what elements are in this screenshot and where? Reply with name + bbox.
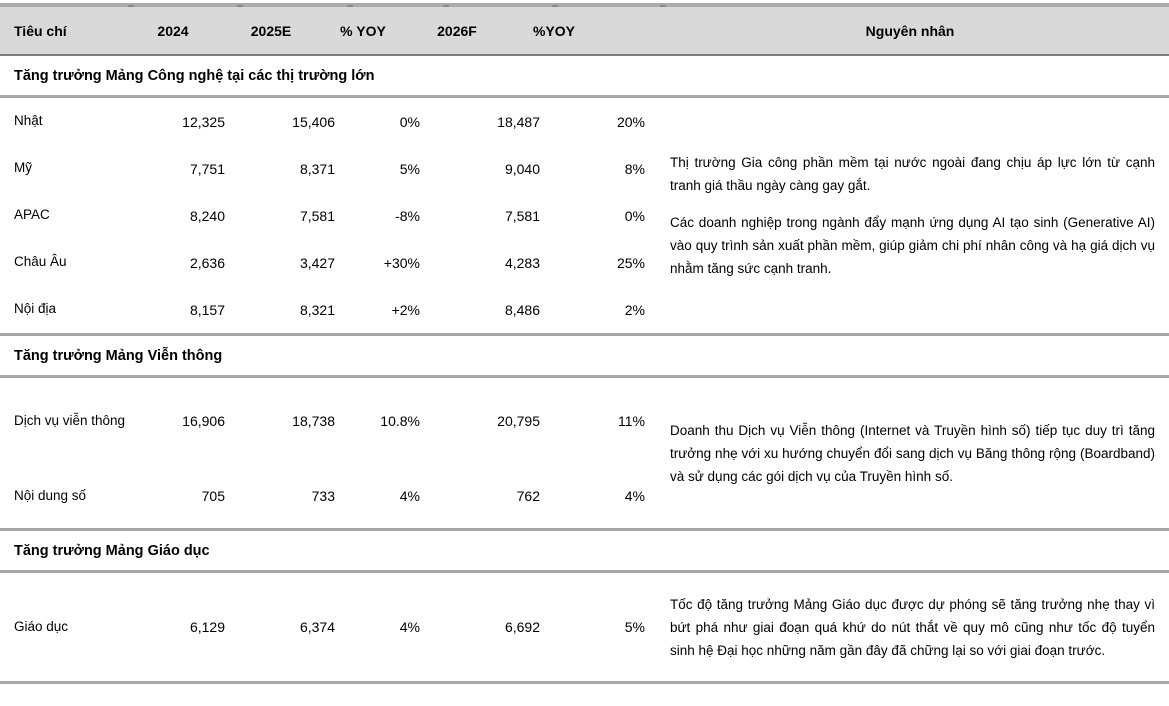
row-label: Giáo dục <box>14 618 69 634</box>
value-yoy-2026: 5% <box>624 619 645 635</box>
value-yoy-2025: 4% <box>399 619 420 635</box>
top-border-line <box>0 3 1169 7</box>
value-yoy-2026: 20% <box>616 113 645 130</box>
table-row-dich-vu-vien-thong: Dịch vụ viễn thông 16,906 18,738 10.8% 2… <box>0 378 645 464</box>
value-2026f: 7,581 <box>504 207 540 224</box>
value-yoy-2025: 4% <box>399 488 420 504</box>
value-2026f: 762 <box>516 488 540 504</box>
value-2025e: 733 <box>311 488 335 504</box>
value-2024: 2,636 <box>189 254 225 271</box>
data-rows: Giáo dục 6,129 6,374 4% 6,692 5% <box>0 573 645 681</box>
column-header-2024: 2024 <box>157 22 189 39</box>
reason-education: Tốc độ tăng trưởng Mảng Giáo dục được dự… <box>645 573 1169 681</box>
value-yoy-2025: 5% <box>399 160 420 177</box>
value-2024: 6,129 <box>189 619 225 635</box>
value-yoy-2026: 25% <box>616 254 645 271</box>
row-label: APAC <box>14 207 50 223</box>
value-2026f: 4,283 <box>504 254 540 271</box>
table-row-nhat: Nhật 12,325 15,406 0% 18,487 20% <box>0 98 645 145</box>
section-technology: Tăng trưởng Mảng Công nghệ tại các thị t… <box>0 56 1169 336</box>
table-row-noi-dia: Nội địa 8,157 8,321 +2% 8,486 2% <box>0 286 645 333</box>
reason-paragraph: Tốc độ tăng trưởng Mảng Giáo dục được dự… <box>670 596 1155 658</box>
section-telecom: Tăng trưởng Mảng Viễn thông Dịch vụ viễn… <box>0 336 1169 531</box>
column-header-nguyen-nhan: Nguyên nhân <box>865 22 955 39</box>
reason-paragraph: Các doanh nghiệp trong ngành đẩy mạnh ứn… <box>670 215 1155 276</box>
value-2026f: 8,486 <box>504 301 540 318</box>
section-title-technology: Tăng trưởng Mảng Công nghệ tại các thị t… <box>0 56 1169 98</box>
value-2025e: 8,321 <box>299 301 335 318</box>
value-2024: 705 <box>201 488 225 504</box>
section-body-technology: Nhật 12,325 15,406 0% 18,487 20% Mỹ 7,75… <box>0 98 1169 336</box>
value-2026f: 9,040 <box>504 160 540 177</box>
value-2024: 12,325 <box>182 113 225 130</box>
row-label: Nội dung số <box>14 487 87 503</box>
column-header-yoy-2025: % YOY <box>340 22 386 39</box>
reason-paragraph: Thị trường Gia công phần mềm tại nước ng… <box>670 155 1155 193</box>
value-2026f: 18,487 <box>497 113 540 130</box>
row-label: Dịch vụ viễn thông <box>14 412 126 428</box>
value-2025e: 6,374 <box>299 619 335 635</box>
table-row-my: Mỹ 7,751 8,371 5% 9,040 8% <box>0 145 645 192</box>
value-yoy-2026: 11% <box>618 413 645 429</box>
row-label: Mỹ <box>14 160 32 176</box>
table-row-chau-au: Châu Âu 2,636 3,427 +30% 4,283 25% <box>0 239 645 286</box>
row-label: Châu Âu <box>14 254 67 270</box>
section-title-telecom: Tăng trưởng Mảng Viễn thông <box>0 336 1169 378</box>
row-label: Nhật <box>14 113 43 129</box>
value-2024: 16,906 <box>182 413 225 429</box>
column-header-tieu-chi: Tiêu chí <box>14 22 67 39</box>
table-header-row: Tiêu chí 2024 2025E % YOY 2026F %YOY Ngu… <box>0 7 1169 56</box>
value-yoy-2026: 4% <box>624 488 645 504</box>
data-rows: Dịch vụ viễn thông 16,906 18,738 10.8% 2… <box>0 378 645 528</box>
value-2025e: 15,406 <box>292 113 335 130</box>
value-yoy-2025: +30% <box>383 254 420 271</box>
value-2025e: 7,581 <box>299 207 335 224</box>
value-2026f: 6,692 <box>504 619 540 635</box>
row-label: Nội địa <box>14 301 57 317</box>
value-yoy-2026: 0% <box>624 207 645 224</box>
reason-telecom: Doanh thu Dịch vụ Viễn thông (Internet v… <box>645 378 1169 528</box>
value-yoy-2025: 0% <box>399 113 420 130</box>
reason-technology: Thị trường Gia công phần mềm tại nước ng… <box>645 98 1169 333</box>
value-2024: 7,751 <box>189 160 225 177</box>
reason-paragraph: Doanh thu Dịch vụ Viễn thông (Internet v… <box>670 422 1155 484</box>
value-yoy-2026: 8% <box>624 160 645 177</box>
value-2024: 8,240 <box>189 207 225 224</box>
table-row-apac: APAC 8,240 7,581 -8% 7,581 0% <box>0 192 645 239</box>
column-header-2026f: 2026F <box>437 22 477 39</box>
value-2025e: 18,738 <box>292 413 335 429</box>
value-2025e: 8,371 <box>299 160 335 177</box>
section-body-education: Giáo dục 6,129 6,374 4% 6,692 5% Tốc độ … <box>0 573 1169 684</box>
table-row-giao-duc: Giáo dục 6,129 6,374 4% 6,692 5% <box>0 573 645 681</box>
value-2026f: 20,795 <box>497 413 540 429</box>
value-yoy-2025: -8% <box>395 207 420 224</box>
section-title-education: Tăng trưởng Mảng Giáo dục <box>0 531 1169 573</box>
section-body-telecom: Dịch vụ viễn thông 16,906 18,738 10.8% 2… <box>0 378 1169 531</box>
data-rows: Nhật 12,325 15,406 0% 18,487 20% Mỹ 7,75… <box>0 98 645 333</box>
section-education: Tăng trưởng Mảng Giáo dục Giáo dục 6,129… <box>0 531 1169 684</box>
table-row-noi-dung-so: Nội dung số 705 733 4% 762 4% <box>0 464 645 528</box>
value-2025e: 3,427 <box>299 254 335 271</box>
value-yoy-2025: 10.8% <box>380 413 420 429</box>
table-top-border <box>0 0 1169 9</box>
value-yoy-2026: 2% <box>624 301 645 318</box>
column-header-yoy-2026: %YOY <box>532 22 576 39</box>
value-2024: 8,157 <box>189 301 225 318</box>
column-header-2025e: 2025E <box>250 22 292 39</box>
value-yoy-2025: +2% <box>391 301 420 318</box>
